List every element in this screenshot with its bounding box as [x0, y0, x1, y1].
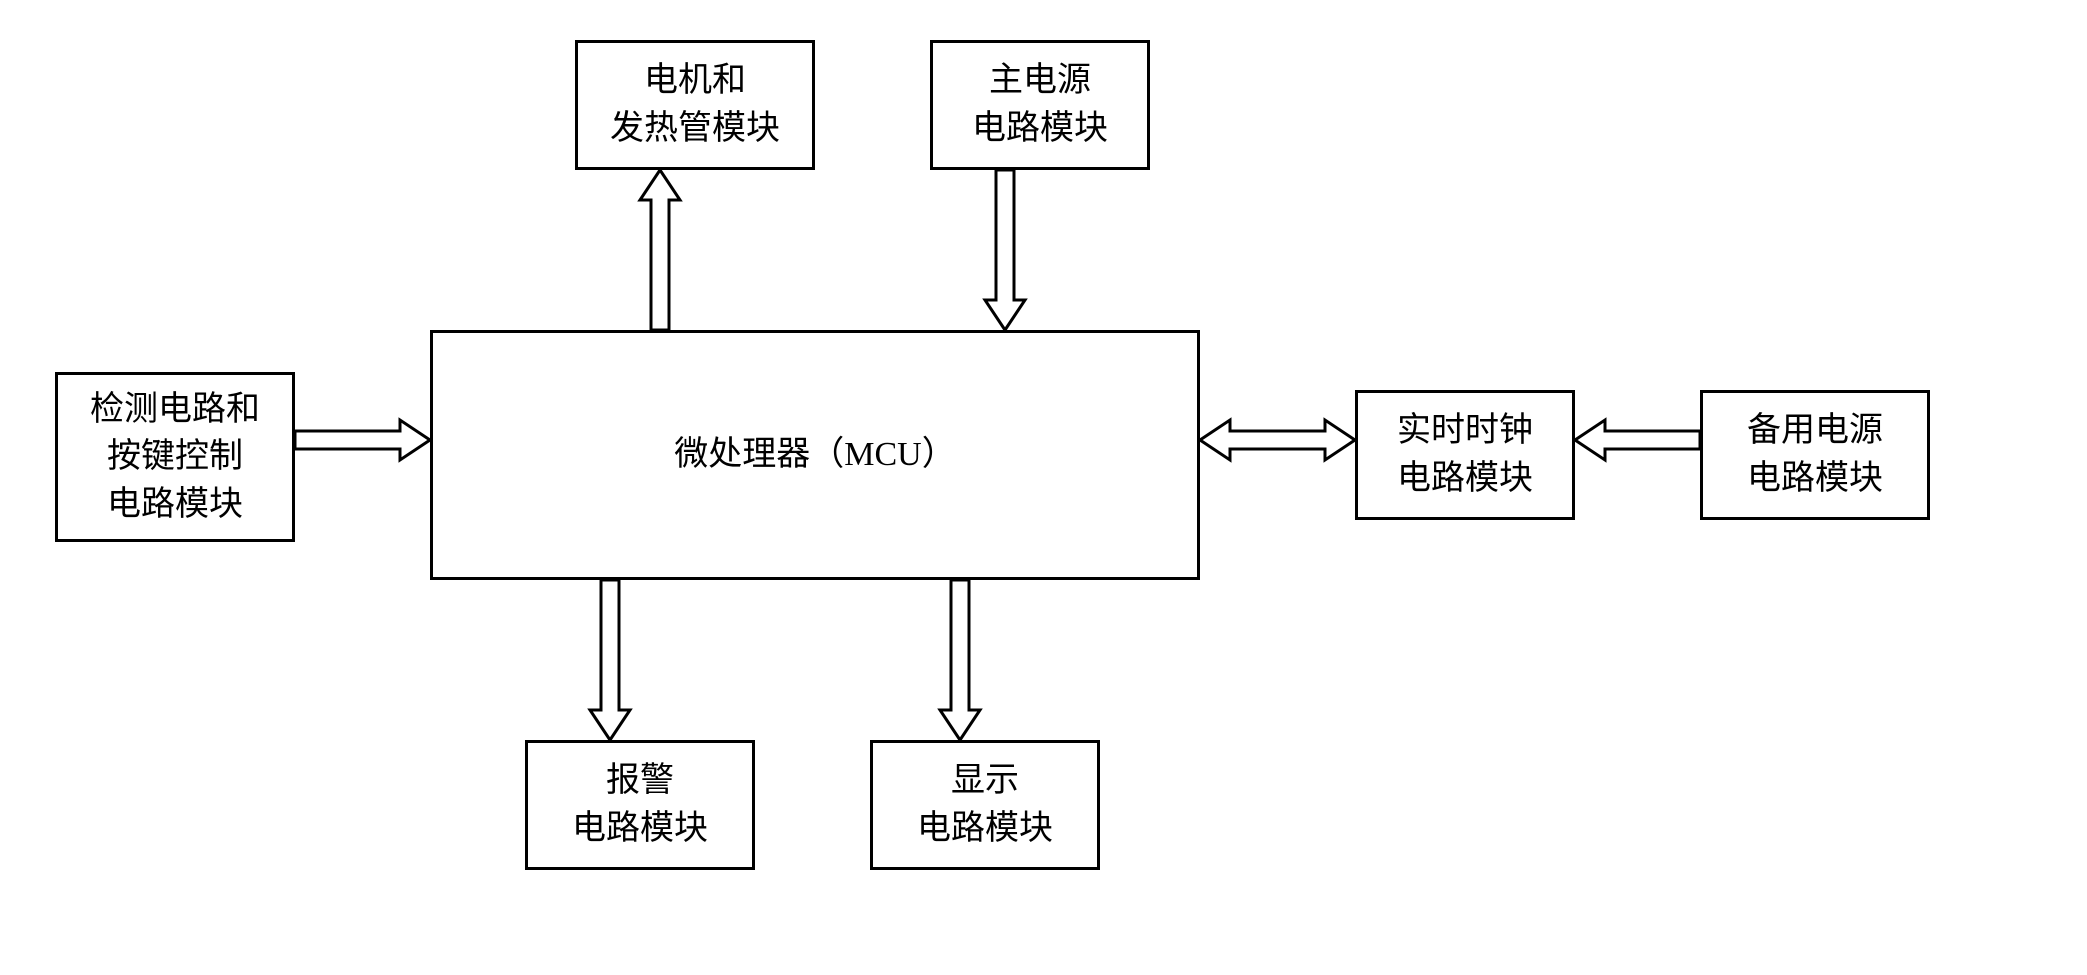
display-label: 显示电路模块 [917, 757, 1053, 852]
arrow-icon [1197, 417, 1358, 463]
motor-heater-block: 电机和发热管模块 [575, 40, 815, 170]
rtc-block: 实时时钟电路模块 [1355, 390, 1575, 520]
mcu-label: 微处理器（MCU） [674, 431, 955, 479]
mcu-block: 微处理器（MCU） [430, 330, 1200, 580]
arrow-icon [982, 167, 1028, 333]
arrow-icon [1572, 417, 1703, 463]
detect-key-label: 检测电路和按键控制电路模块 [90, 386, 260, 529]
alarm-label: 报警电路模块 [572, 757, 708, 852]
arrow-icon [637, 167, 683, 333]
main-power-label: 主电源电路模块 [972, 57, 1108, 152]
main-power-block: 主电源电路模块 [930, 40, 1150, 170]
display-block: 显示电路模块 [870, 740, 1100, 870]
backup-power-label: 备用电源电路模块 [1747, 407, 1883, 502]
motor-heater-label: 电机和发热管模块 [610, 57, 780, 152]
arrow-icon [587, 577, 633, 743]
rtc-label: 实时时钟电路模块 [1397, 407, 1533, 502]
backup-power-block: 备用电源电路模块 [1700, 390, 1930, 520]
alarm-block: 报警电路模块 [525, 740, 755, 870]
detect-key-block: 检测电路和按键控制电路模块 [55, 372, 295, 542]
arrow-icon [292, 417, 433, 463]
arrow-icon [937, 577, 983, 743]
